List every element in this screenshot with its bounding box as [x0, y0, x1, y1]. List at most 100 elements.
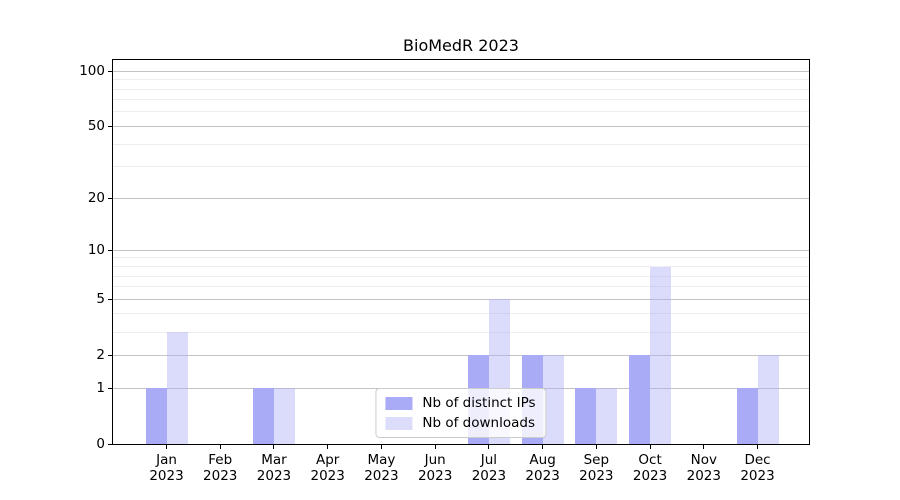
x-tick-label-feb: Feb 2023: [178, 452, 262, 484]
legend: Nb of distinct IPs Nb of downloads: [375, 388, 547, 438]
y-tick-mark: [108, 125, 112, 127]
legend-label-downloads: Nb of downloads: [422, 415, 535, 431]
y-tick-label: 10: [87, 242, 105, 259]
x-tick-label-apr: Apr 2023: [286, 452, 370, 484]
bar-distinct-ips-dec: [736, 388, 758, 444]
x-tick-mark: [542, 445, 544, 449]
y-tick-label: 0: [96, 436, 105, 452]
bar-downloads-aug: [542, 355, 564, 444]
legend-label-distinct-ips: Nb of distinct IPs: [422, 395, 536, 411]
gridline-minor: [113, 111, 809, 113]
bar-downloads-dec: [757, 355, 779, 444]
y-tick-mark: [108, 197, 112, 199]
x-tick-month: Jun: [424, 452, 446, 468]
x-tick-mark: [434, 445, 436, 449]
gridline-minor: [113, 99, 809, 101]
gridline-major: [113, 298, 809, 300]
y-tick-label: 100: [79, 63, 105, 80]
gridline-minor: [113, 166, 809, 168]
x-tick-year: 2023: [471, 468, 507, 484]
bar-downloads-jan: [166, 332, 188, 444]
x-tick-mark: [595, 445, 597, 449]
y-tick-mark: [108, 70, 112, 72]
x-tick-year: 2023: [256, 468, 292, 484]
x-tick-mark: [488, 445, 490, 449]
gridline-minor: [113, 275, 809, 277]
x-tick-month: May: [367, 452, 396, 468]
x-tick-year: 2023: [149, 468, 184, 484]
gridline-minor: [113, 143, 809, 145]
gridline-minor: [113, 286, 809, 288]
gridline-major: [113, 70, 809, 72]
x-tick-mark: [703, 445, 705, 449]
x-tick-label-jan: Jan 2023: [125, 452, 209, 484]
gridline-minor: [113, 331, 809, 333]
x-tick-label-dec: Dec 2023: [716, 452, 800, 484]
x-tick-year: 2023: [686, 468, 721, 484]
y-tick-mark: [108, 387, 112, 389]
bar-distinct-ips-jan: [145, 388, 167, 444]
y-tick-label: 2: [96, 347, 105, 364]
gridline-minor: [113, 266, 809, 267]
gridline-minor: [113, 313, 809, 315]
x-tick-year: 2023: [310, 468, 345, 484]
x-tick-mark: [273, 445, 275, 449]
x-tick-month: Jan: [156, 452, 177, 468]
x-tick-month: Nov: [690, 452, 717, 468]
x-tick-month: Oct: [638, 452, 662, 468]
x-tick-mark: [327, 445, 329, 449]
x-tick-label-mar: Mar 2023: [232, 452, 316, 484]
y-tick-mark: [108, 298, 112, 300]
x-tick-month: Dec: [744, 452, 771, 468]
gridline-major: [113, 249, 809, 251]
x-tick-label-jul: Jul 2023: [447, 452, 531, 484]
plot-area: Nb of distinct IPs Nb of downloads: [112, 59, 810, 445]
gridline-major: [113, 197, 809, 199]
x-tick-year: 2023: [417, 468, 453, 484]
x-tick-year: 2023: [632, 468, 668, 484]
x-tick-month: Sep: [583, 452, 610, 468]
x-tick-year: 2023: [203, 468, 238, 484]
bar-distinct-ips-sep: [575, 388, 597, 444]
x-tick-mark: [166, 445, 167, 449]
gridline-minor: [113, 79, 809, 81]
x-tick-month: Apr: [316, 452, 340, 468]
gridline-major: [113, 125, 809, 127]
y-tick-mark: [108, 354, 112, 356]
legend-item-downloads: Nb of downloads: [385, 416, 535, 430]
x-tick-year: 2023: [740, 468, 775, 484]
legend-item-distinct-ips: Nb of distinct IPs: [385, 395, 536, 411]
x-tick-month: Mar: [261, 452, 287, 468]
x-tick-label-aug: Aug 2023: [501, 452, 585, 484]
legend-swatch-distinct-ips: [385, 396, 413, 410]
x-tick-mark: [757, 445, 759, 449]
x-tick-month: Aug: [529, 452, 556, 468]
x-tick-mark: [219, 445, 221, 449]
x-tick-year: 2023: [525, 468, 560, 484]
x-tick-year: 2023: [364, 468, 399, 484]
x-tick-month: Jul: [480, 452, 498, 468]
y-tick-mark: [108, 249, 112, 251]
x-tick-label-sep: Sep 2023: [554, 452, 638, 484]
x-tick-year: 2023: [579, 468, 614, 484]
bar-distinct-ips-oct: [629, 355, 651, 444]
x-tick-month: Feb: [208, 452, 233, 468]
bar-downloads-mar: [273, 388, 295, 444]
gridline-minor: [113, 257, 809, 259]
gridline-minor: [113, 88, 809, 90]
x-tick-label-nov: Nov 2023: [662, 452, 746, 484]
y-tick-label: 1: [96, 380, 105, 396]
x-tick-mark: [380, 445, 382, 449]
y-tick-mark: [108, 443, 112, 445]
y-tick-label: 20: [87, 190, 105, 207]
gridline-major: [113, 354, 809, 356]
bar-downloads-sep: [596, 388, 618, 444]
x-tick-label-oct: Oct 2023: [608, 452, 692, 484]
x-tick-label-jun: Jun 2023: [393, 452, 477, 484]
y-tick-label: 5: [96, 291, 105, 308]
x-tick-label-may: May 2023: [339, 452, 423, 484]
chart-title: BioMedR 2023: [403, 36, 519, 55]
legend-swatch-downloads: [385, 416, 413, 430]
x-tick-mark: [649, 445, 651, 449]
